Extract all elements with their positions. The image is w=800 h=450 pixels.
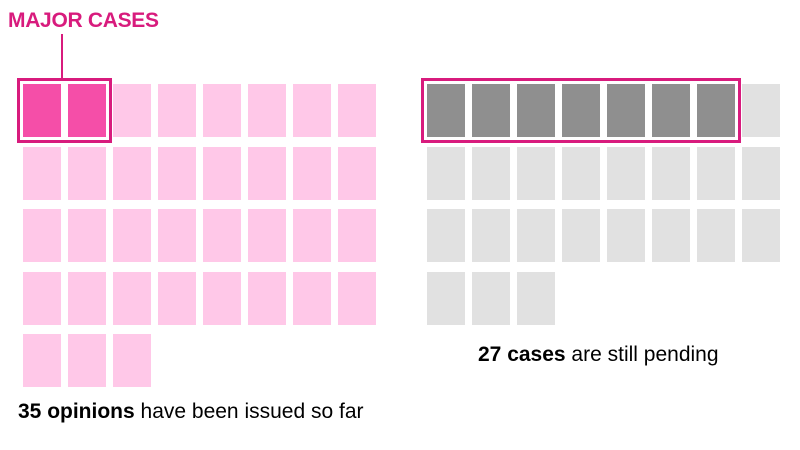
issued-cell [113, 146, 151, 200]
issued-cell [113, 84, 151, 137]
issued-cell [248, 271, 286, 325]
pending-cell [472, 209, 510, 262]
issued-cell [248, 84, 286, 137]
issued-cell [68, 334, 106, 387]
issued-cell [158, 146, 196, 200]
issued-cell [23, 146, 61, 200]
issued-cell [338, 209, 376, 262]
pending-count-text: 27 cases [478, 343, 566, 366]
issued-cell [23, 209, 61, 262]
pending-cell [472, 146, 510, 200]
issued-cell [23, 84, 61, 137]
issued-cell [23, 334, 61, 387]
pending-cell [652, 146, 690, 200]
pending-cell [427, 271, 465, 325]
issued-cell [68, 271, 106, 325]
pending-cell [517, 271, 555, 325]
pending-cell [697, 146, 735, 200]
pending-cell [562, 209, 600, 262]
pending-cell [742, 209, 780, 262]
issued-cell [113, 271, 151, 325]
pending-cell [607, 84, 645, 137]
issued-cell [338, 146, 376, 200]
issued-cell [203, 84, 241, 137]
pending-cell [427, 146, 465, 200]
issued-cell [68, 209, 106, 262]
pending-cell [562, 84, 600, 137]
pending-cell [697, 84, 735, 137]
pending-cell [742, 146, 780, 200]
issued-cell [23, 271, 61, 325]
pending-cell [742, 84, 780, 137]
pending-cell [607, 146, 645, 200]
issued-cell [203, 146, 241, 200]
issued-major-highlight-box [17, 78, 112, 143]
pending-cell [652, 209, 690, 262]
pending-caption-rest: are still pending [565, 343, 719, 366]
issued-cell [293, 146, 331, 200]
issued-cell [293, 84, 331, 137]
issued-cell [338, 84, 376, 137]
issued-cell [113, 334, 151, 387]
issued-cell [203, 209, 241, 262]
pending-cell [517, 84, 555, 137]
issued-cell [203, 271, 241, 325]
issued-cell [68, 84, 106, 137]
issued-cell [248, 146, 286, 200]
pending-cell [697, 209, 735, 262]
issued-cell [338, 271, 376, 325]
pending-cases-caption: 27 cases are still pending [478, 343, 719, 367]
pending-cell [472, 84, 510, 137]
issued-cell [158, 271, 196, 325]
pending-cell [562, 146, 600, 200]
issued-opinions-caption: 35 opinions have been issued so far [18, 400, 364, 424]
pending-cell [427, 209, 465, 262]
pending-cell [607, 209, 645, 262]
issued-cell [158, 209, 196, 262]
pending-cell [652, 84, 690, 137]
pending-cell [427, 84, 465, 137]
major-cases-label: MAJOR CASES [8, 9, 159, 32]
issued-cell [113, 209, 151, 262]
issued-cell [248, 209, 286, 262]
major-cases-leader-line [61, 34, 63, 79]
issued-cell [158, 84, 196, 137]
issued-count-text: 35 opinions [18, 400, 135, 423]
issued-caption-rest: have been issued so far [134, 400, 364, 423]
pending-cell [472, 271, 510, 325]
pending-major-highlight-box [421, 78, 741, 143]
pending-cell [517, 146, 555, 200]
issued-cell [293, 209, 331, 262]
issued-cell [293, 271, 331, 325]
issued-cell [68, 146, 106, 200]
pending-cell [517, 209, 555, 262]
